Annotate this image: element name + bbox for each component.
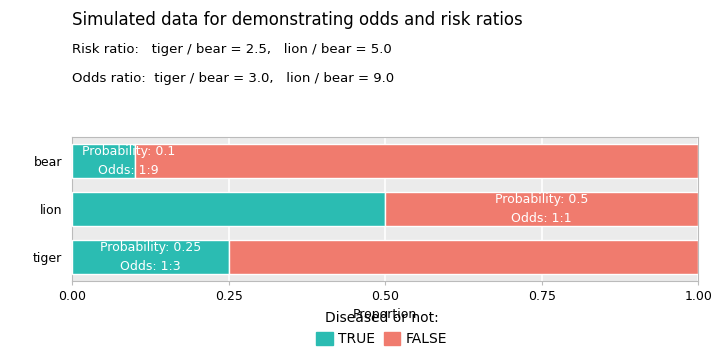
Text: Simulated data for demonstrating odds and risk ratios: Simulated data for demonstrating odds an…: [72, 11, 523, 29]
Text: Probability: 0.5
Odds: 1:1: Probability: 0.5 Odds: 1:1: [495, 193, 588, 225]
Bar: [72, 239, 229, 274]
Text: Probability: 0.1
Odds: 1:9: Probability: 0.1 Odds: 1:9: [82, 145, 175, 177]
Text: Odds ratio:  tiger / bear = 3.0,   lion / bear = 9.0: Odds ratio: tiger / bear = 3.0, lion / b…: [72, 72, 394, 85]
Bar: [72, 192, 385, 226]
Bar: [385, 192, 698, 226]
Text: Risk ratio:   tiger / bear = 2.5,   lion / bear = 5.0: Risk ratio: tiger / bear = 2.5, lion / b…: [72, 43, 392, 56]
X-axis label: Proportion: Proportion: [353, 309, 418, 321]
Bar: [72, 144, 135, 178]
Text: Probability: 0.25
Odds: 1:3: Probability: 0.25 Odds: 1:3: [99, 241, 201, 273]
Bar: [135, 144, 698, 178]
Bar: [229, 239, 698, 274]
Legend: TRUE, FALSE: TRUE, FALSE: [309, 304, 454, 353]
